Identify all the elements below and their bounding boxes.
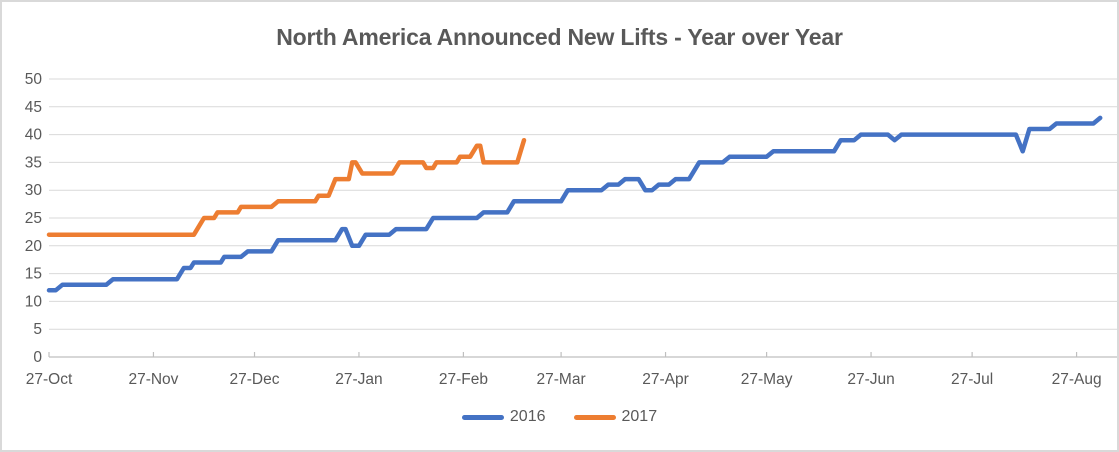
x-tick-label[interactable]: 27-Jun bbox=[847, 371, 894, 388]
legend-swatch-2016 bbox=[461, 414, 504, 420]
x-tick-label[interactable]: 27-Aug bbox=[1052, 371, 1102, 388]
x-tick-label[interactable]: 27-Mar bbox=[537, 371, 586, 388]
y-tick-label[interactable]: 25 bbox=[25, 210, 42, 227]
x-axis-labels: 27-Oct 27-Nov 27-Dec 27-Jan 27-Feb 27-Mar 27-A… bbox=[26, 371, 1102, 388]
y-tick-label[interactable]: 45 bbox=[25, 99, 42, 116]
y-tick-label[interactable]: 20 bbox=[25, 238, 43, 255]
y-tick-label[interactable]: 15 bbox=[25, 266, 42, 283]
x-tick-label[interactable]: 27-Apr bbox=[642, 371, 689, 388]
series-line-2017[interactable] bbox=[46, 137, 527, 237]
y-tick-label[interactable]: 0 bbox=[33, 349, 42, 366]
legend-label-2017: 2017 bbox=[621, 408, 658, 425]
legend: 2016 2017 bbox=[2, 408, 1117, 426]
y-tick-label[interactable]: 5 bbox=[33, 321, 42, 338]
gridlines bbox=[49, 78, 1117, 330]
legend-item-2017[interactable]: 2017 bbox=[573, 408, 658, 426]
x-tick-label[interactable]: 27-Oct bbox=[26, 371, 73, 388]
y-tick-label[interactable]: 10 bbox=[25, 293, 43, 310]
y-tick-label[interactable]: 40 bbox=[25, 127, 43, 144]
x-tick-label[interactable]: 27-Jan bbox=[335, 371, 382, 388]
x-tick-label[interactable]: 27-May bbox=[741, 371, 793, 388]
y-tick-label[interactable]: 30 bbox=[25, 182, 43, 199]
x-tick-label[interactable]: 27-Dec bbox=[230, 371, 280, 388]
chart-title[interactable]: North America Announced New Lifts - Year… bbox=[276, 24, 843, 50]
y-tick-label[interactable]: 50 bbox=[25, 71, 43, 88]
x-tick-label[interactable]: 27-Jul bbox=[951, 371, 993, 388]
series-lines bbox=[46, 115, 1103, 293]
y-axis-labels: 0 5 10 15 20 25 30 35 40 45 50 bbox=[25, 71, 43, 366]
legend-label-2016: 2016 bbox=[509, 408, 546, 425]
legend-item-2016[interactable]: 2016 bbox=[461, 408, 546, 426]
legend-swatch-2017 bbox=[573, 414, 616, 420]
x-axis bbox=[48, 352, 1117, 358]
y-tick-label[interactable]: 35 bbox=[25, 154, 42, 171]
x-tick-label[interactable]: 27-Feb bbox=[439, 371, 488, 388]
x-tick-label[interactable]: 27-Nov bbox=[128, 371, 178, 388]
series-line-2016[interactable] bbox=[46, 115, 1103, 293]
